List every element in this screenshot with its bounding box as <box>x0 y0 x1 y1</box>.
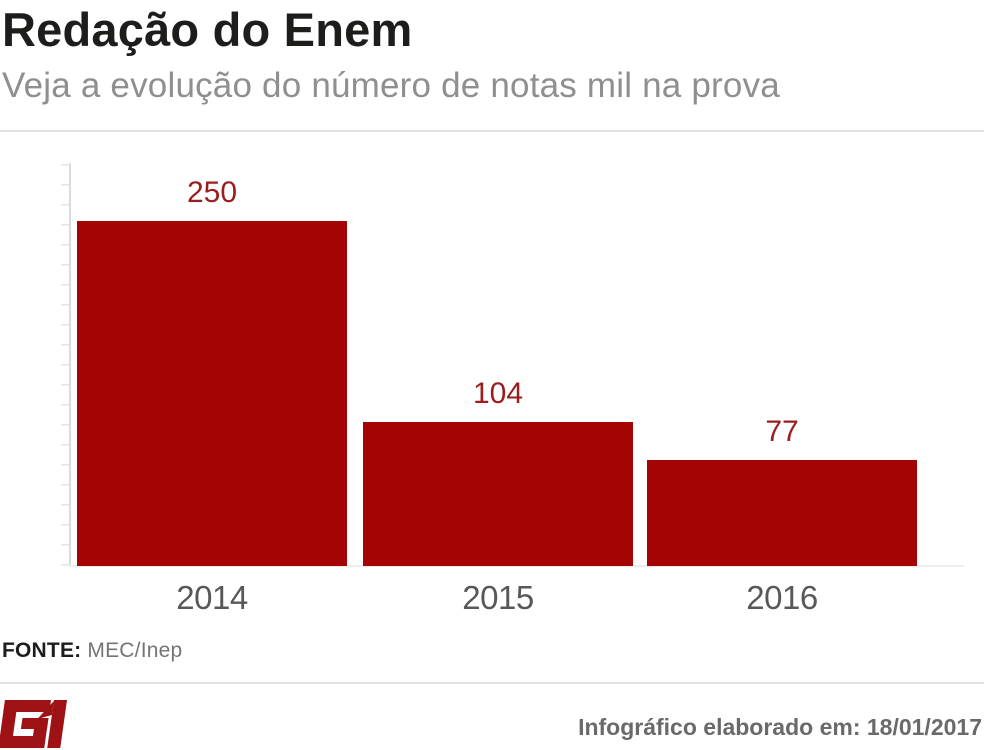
bar-group-2016: 77 <box>647 133 917 566</box>
source-label: FONTE: <box>2 639 82 662</box>
source-value: MEC/Inep <box>87 639 183 662</box>
header-divider <box>0 130 984 132</box>
page-subtitle: Veja a evolução do número de notas mil n… <box>2 65 780 105</box>
header: Redação do Enem Veja a evolução do númer… <box>2 4 982 105</box>
y-axis-ticks <box>61 164 69 567</box>
bar-2016 <box>647 460 917 566</box>
bar-2015 <box>363 422 633 566</box>
footer: Infográfico elaborado em: 18/01/2017 <box>0 684 984 750</box>
value-label-2015: 104 <box>472 377 524 410</box>
bar-chart: 250 104 77 2014 2015 2016 <box>0 133 984 620</box>
bar-2014 <box>77 221 347 566</box>
value-label-2014: 250 <box>186 176 238 209</box>
x-tick-label-2016: 2016 <box>746 579 818 616</box>
x-tick-label-2015: 2015 <box>462 579 534 616</box>
y-axis-line <box>69 163 71 567</box>
footer-credit: Infográfico elaborado em: 18/01/2017 <box>578 714 982 740</box>
value-label-2016: 77 <box>765 415 799 448</box>
source-line: FONTE: MEC/Inep <box>2 639 182 663</box>
g1-logo-icon <box>0 700 67 748</box>
bar-group-2015: 104 <box>363 133 633 566</box>
x-tick-label-2014: 2014 <box>176 579 248 616</box>
page-title: Redação do Enem <box>2 3 413 56</box>
footer-divider <box>0 682 984 684</box>
bar-group-2014: 250 <box>77 133 347 566</box>
plot-area: 250 104 77 <box>0 133 984 566</box>
